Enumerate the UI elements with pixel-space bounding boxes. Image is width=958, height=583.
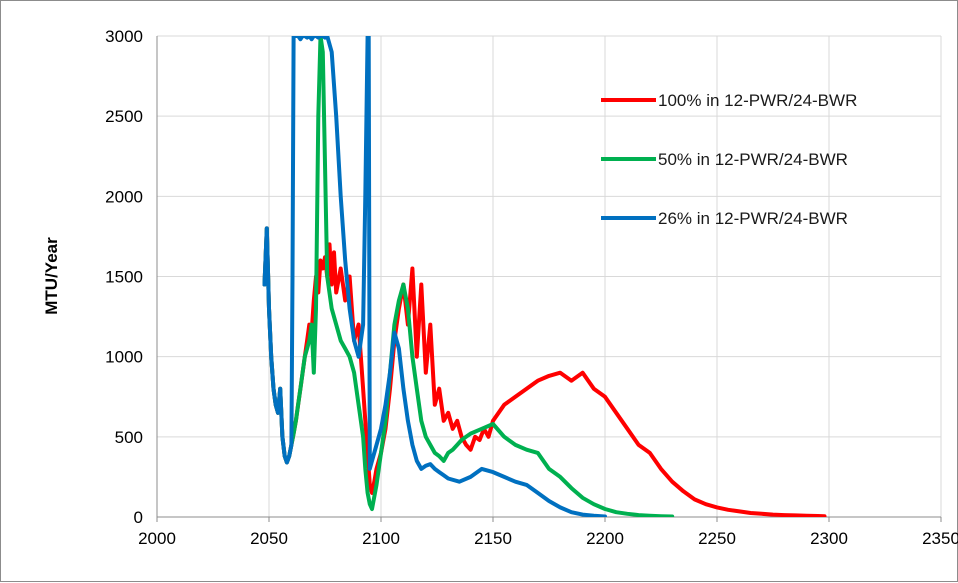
y-tick-label: 2000 bbox=[105, 187, 143, 206]
x-tick-label: 2200 bbox=[586, 529, 624, 548]
series-line-2 bbox=[262, 36, 675, 517]
y-tick-label: 3000 bbox=[105, 27, 143, 46]
tick-labels: 0 500 1000 1500 2000 2500 3000 2000 2050 2100 2150… bbox=[105, 27, 958, 548]
legend-label-3: 26% in 12-PWR/24-BWR bbox=[658, 209, 848, 228]
legend-label-1: 100% in 12-PWR/24-BWR bbox=[658, 91, 857, 110]
series-lines bbox=[262, 36, 827, 517]
x-tick-label: 2050 bbox=[250, 529, 288, 548]
y-axis-title: MTU/Year bbox=[42, 237, 61, 315]
x-tick-label: 2250 bbox=[698, 529, 736, 548]
y-tick-label: 1000 bbox=[105, 348, 143, 367]
gridlines bbox=[157, 35, 942, 517]
y-tick-label: 1500 bbox=[105, 268, 143, 287]
x-tick-label: 2350 bbox=[922, 529, 958, 548]
y-tick-label: 500 bbox=[115, 428, 143, 447]
series-line-3 bbox=[262, 36, 607, 517]
x-tick-label: 2000 bbox=[138, 529, 176, 548]
legend: 100% in 12-PWR/24-BWR 50% in 12-PWR/24-BW… bbox=[601, 91, 857, 228]
series-line-1 bbox=[262, 226, 827, 517]
legend-label-2: 50% in 12-PWR/24-BWR bbox=[658, 150, 848, 169]
x-tick-label: 2150 bbox=[474, 529, 512, 548]
x-tick-label: 2300 bbox=[810, 529, 848, 548]
y-tick-label: 0 bbox=[134, 508, 143, 527]
x-tick-label: 2100 bbox=[362, 529, 400, 548]
y-tick-label: 2500 bbox=[105, 107, 143, 126]
